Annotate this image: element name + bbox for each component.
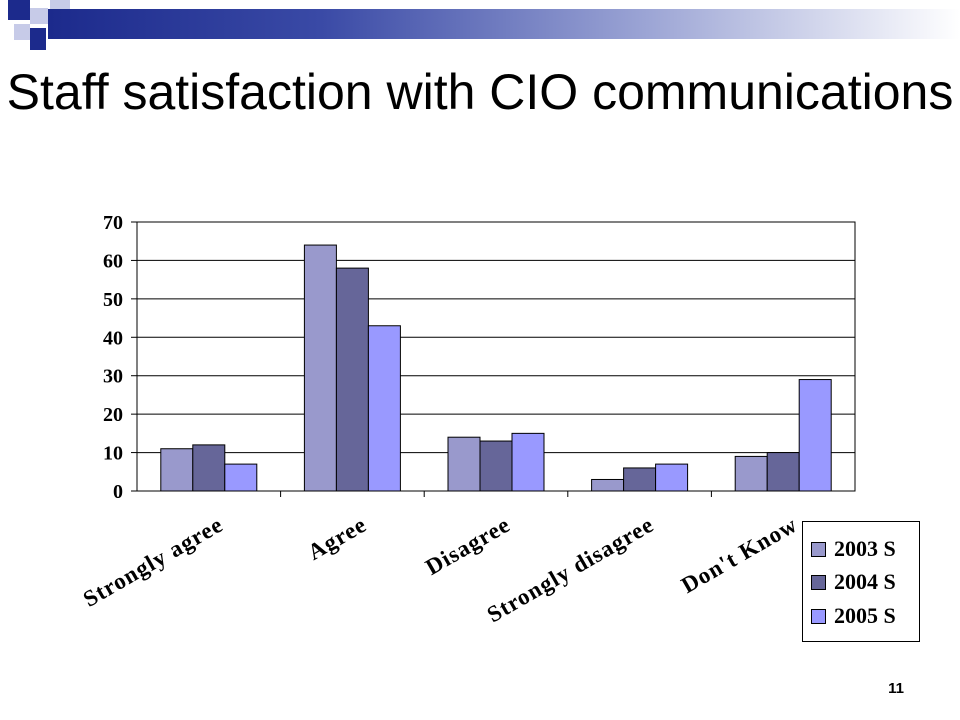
y-tick-label: 10 xyxy=(103,443,123,465)
header-gradient-bar xyxy=(48,9,960,39)
chart-legend: 2003 S 2004 S 2005 S xyxy=(802,521,920,642)
x-category-label: Agree xyxy=(304,512,371,565)
legend-label-2004: 2004 S xyxy=(834,569,896,594)
bar-2004-s xyxy=(766,452,800,492)
legend-swatch-2005 xyxy=(811,608,826,624)
bar-2003-s xyxy=(160,448,194,492)
x-category-label: Strongly agree xyxy=(79,512,227,612)
bar-2005-s xyxy=(511,432,545,492)
legend-swatch-2004 xyxy=(811,574,826,590)
bar-2005-s xyxy=(655,463,689,492)
y-tick-label: 70 xyxy=(103,212,123,234)
deco-square xyxy=(30,8,48,24)
slide-title: Staff satisfaction with CIO communicatio… xyxy=(6,64,954,120)
bar-2005-s xyxy=(224,463,258,492)
legend-item-2005: 2005 S xyxy=(811,601,896,631)
bar-2004-s xyxy=(192,444,226,492)
bar-2004-s xyxy=(479,440,513,492)
deco-square xyxy=(30,28,46,50)
bar-2004-s xyxy=(623,467,657,492)
plot-area-border xyxy=(136,221,856,492)
bar-2003-s xyxy=(591,478,625,492)
y-tick-label: 50 xyxy=(103,289,123,311)
axes xyxy=(131,221,856,497)
legend-item-2004: 2004 S xyxy=(811,567,896,597)
bar-2003-s xyxy=(303,244,337,492)
bar-2003-s xyxy=(734,455,768,492)
y-tick-label: 20 xyxy=(103,404,123,426)
deco-square xyxy=(14,24,30,40)
page-number: 11 xyxy=(888,680,904,697)
legend-swatch-2003 xyxy=(811,541,826,557)
bar-2004-s xyxy=(335,267,369,492)
grid-lines xyxy=(137,259,855,454)
axis-labels: 0 10 20 30 40 50 60 70 Strongly agree Agree Disagr… xyxy=(79,212,802,627)
bar-2003-s xyxy=(447,436,481,492)
header-decoration xyxy=(0,0,960,60)
y-tick-label: 40 xyxy=(103,327,123,349)
y-tick-label: 0 xyxy=(113,481,123,503)
legend-item-2003: 2003 S xyxy=(811,534,896,564)
y-tick-label: 60 xyxy=(103,250,123,272)
legend-label-2003: 2003 S xyxy=(834,536,896,561)
bars xyxy=(160,244,832,492)
bar-2005-s xyxy=(367,325,401,492)
x-category-label: Disagree xyxy=(421,512,514,580)
bar-2005-s xyxy=(798,379,832,492)
legend-label-2005: 2005 S xyxy=(834,603,896,628)
x-category-label: Don't Know xyxy=(677,512,802,598)
deco-square xyxy=(8,0,30,20)
y-tick-label: 30 xyxy=(103,366,123,388)
